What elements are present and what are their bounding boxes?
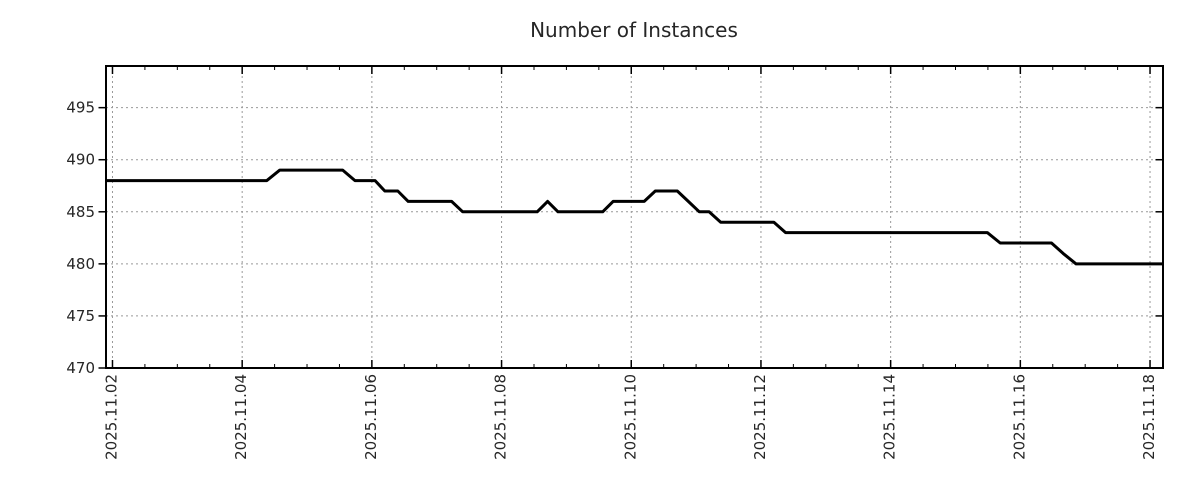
x-tick-label: 2025.11.16: [1010, 374, 1028, 460]
y-tick-label: 470: [66, 359, 95, 377]
axis-label-layer: 2025.11.02 2025.11.04 2025.11.06 2025.11.08…: [66, 99, 1158, 460]
y-tick-label: 490: [66, 151, 95, 169]
y-tick-label: 480: [66, 255, 95, 273]
grid-layer: [106, 66, 1163, 368]
y-tick-label: 485: [66, 203, 95, 221]
y-tick-label: 475: [66, 307, 95, 325]
series-layer: [106, 168, 1163, 266]
x-tick-label: 2025.11.12: [751, 374, 769, 460]
x-tick-label: 2025.11.14: [881, 374, 899, 460]
tick-layer: [98, 66, 1163, 369]
x-tick-label: 2025.11.06: [362, 374, 380, 460]
chart-title: Number of Instances: [530, 18, 738, 42]
x-tick-label: 2025.11.18: [1140, 374, 1158, 460]
y-tick-label: 495: [66, 99, 95, 117]
x-tick-label: 2025.11.02: [102, 374, 120, 460]
plot-border: [105, 65, 1164, 369]
x-tick-label: 2025.11.04: [232, 374, 250, 460]
x-tick-label: 2025.11.10: [621, 374, 639, 460]
x-tick-label: 2025.11.08: [492, 374, 510, 460]
series-line-instances: [106, 168, 1163, 266]
